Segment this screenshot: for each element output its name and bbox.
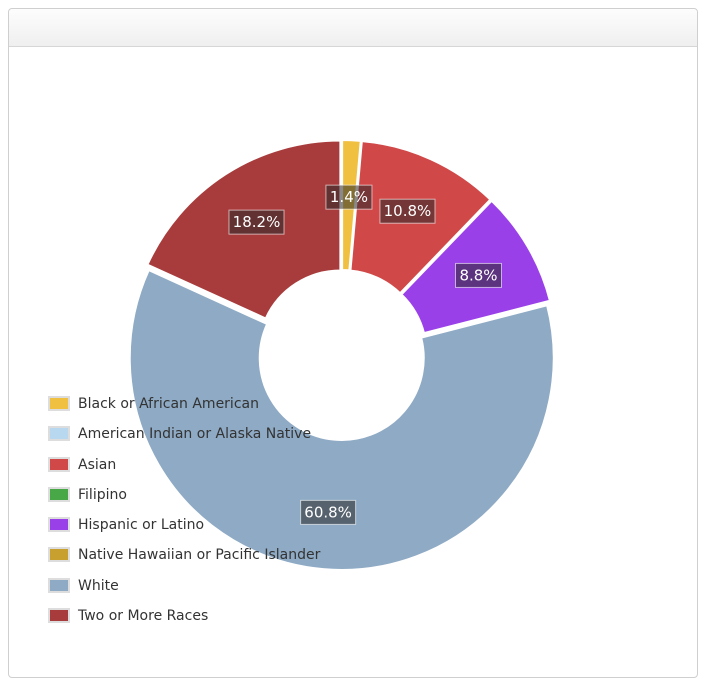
panel-header — [9, 9, 697, 47]
data-label: 60.8% — [300, 499, 357, 525]
donut-hole — [261, 274, 423, 436]
data-label-text: 1.4% — [330, 188, 368, 206]
legend-label: Hispanic or Latino — [78, 517, 205, 534]
data-label-box — [325, 184, 373, 210]
data-label-box — [379, 198, 436, 224]
legend-label: Black or African American — [78, 396, 259, 412]
data-label: 1.4% — [325, 184, 373, 210]
data-label: 18.2% — [228, 209, 285, 235]
chart-legend: Black or African American American Indian… — [48, 392, 321, 634]
data-label-box — [300, 499, 357, 525]
legend-swatch — [48, 426, 70, 442]
legend-label: Two or More Races — [78, 608, 209, 625]
legend-label: Native Hawaiian or Pacific Islander — [78, 547, 321, 564]
legend-swatch — [48, 396, 70, 411]
legend-item[interactable]: Native Hawaiian or Pacific Islander — [48, 543, 321, 573]
legend-item[interactable]: Two or More Races — [48, 604, 318, 634]
data-label-text: 8.8% — [459, 266, 497, 284]
data-label-box — [228, 209, 285, 235]
legend-item[interactable]: Asian — [48, 453, 318, 483]
data-label-text: 10.8% — [384, 202, 432, 220]
data-label-text: 60.8% — [304, 503, 352, 521]
legend-item[interactable]: Black or African American — [48, 392, 318, 422]
legend-item[interactable]: Filipino — [48, 483, 318, 513]
legend-swatch — [48, 486, 70, 502]
legend-swatch — [48, 517, 70, 533]
legend-swatch — [48, 608, 70, 624]
legend-swatch — [48, 577, 70, 593]
legend-swatch — [48, 547, 70, 563]
data-label: 10.8% — [379, 198, 436, 224]
donut-chart: 1.4% 10.8% 8.8% 60.8% 18.2% — [128, 139, 555, 571]
slice-white[interactable] — [128, 268, 555, 571]
legend-swatch — [48, 456, 70, 472]
data-label-box — [454, 262, 502, 288]
legend-item[interactable]: American Indian or Alaska Native — [48, 422, 318, 452]
legend-label: White — [78, 577, 119, 594]
legend-label: Filipino — [78, 486, 127, 503]
legend-item[interactable]: White — [48, 574, 318, 604]
data-label: 8.8% — [454, 262, 502, 288]
legend-label: Asian — [78, 456, 117, 473]
legend-label: American Indian or Alaska Native — [78, 426, 312, 443]
legend-item[interactable]: Hispanic or Latino — [48, 513, 318, 543]
data-label-text: 18.2% — [233, 213, 281, 231]
